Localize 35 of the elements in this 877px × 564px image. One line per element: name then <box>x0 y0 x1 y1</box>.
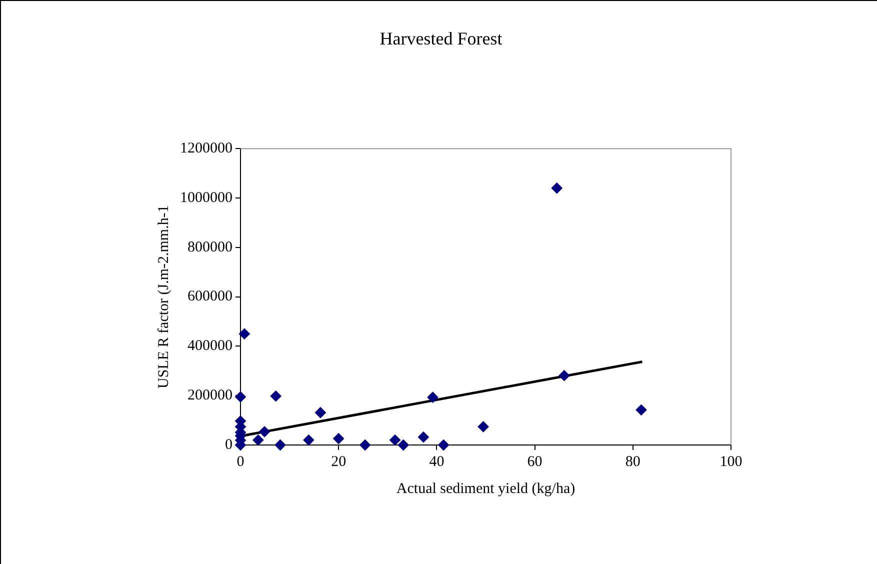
point <box>252 434 264 446</box>
x-tick-label: 0 <box>236 454 244 470</box>
y-tick-label: 1200000 <box>180 140 232 157</box>
x-tick-label: 40 <box>429 454 444 470</box>
point <box>398 440 409 450</box>
point <box>314 407 326 418</box>
y-tick-label: 600000 <box>188 288 232 305</box>
point <box>303 434 314 446</box>
point <box>478 421 489 432</box>
point <box>427 392 438 403</box>
x-axis-title: Actual sediment yield (kg/ha) <box>396 480 576 497</box>
point <box>238 328 250 340</box>
x-tick-label: 100 <box>720 454 742 470</box>
point <box>360 440 371 450</box>
point <box>333 433 344 444</box>
y-tick-label: 800000 <box>188 239 232 256</box>
point <box>259 426 270 438</box>
x-tick-label: 20 <box>331 454 346 470</box>
y-tick-label: 0 <box>225 436 232 453</box>
point <box>274 440 286 450</box>
y-tick-label: 200000 <box>188 388 232 404</box>
y-tick-label: 1000000 <box>180 190 232 206</box>
point <box>558 370 570 382</box>
point <box>390 434 401 446</box>
x-tick-label: 80 <box>625 454 640 470</box>
point <box>438 440 450 450</box>
point <box>235 391 246 402</box>
point <box>636 404 647 416</box>
point <box>418 432 429 443</box>
x-tick-label: 60 <box>527 454 542 470</box>
point <box>551 182 562 194</box>
point <box>270 390 282 402</box>
chart-title: Harvested Forest <box>380 28 502 49</box>
y-axis-title: USLE R factor (J.m-2.mm.h-1 <box>156 205 172 388</box>
y-tick-label: 400000 <box>188 338 232 354</box>
